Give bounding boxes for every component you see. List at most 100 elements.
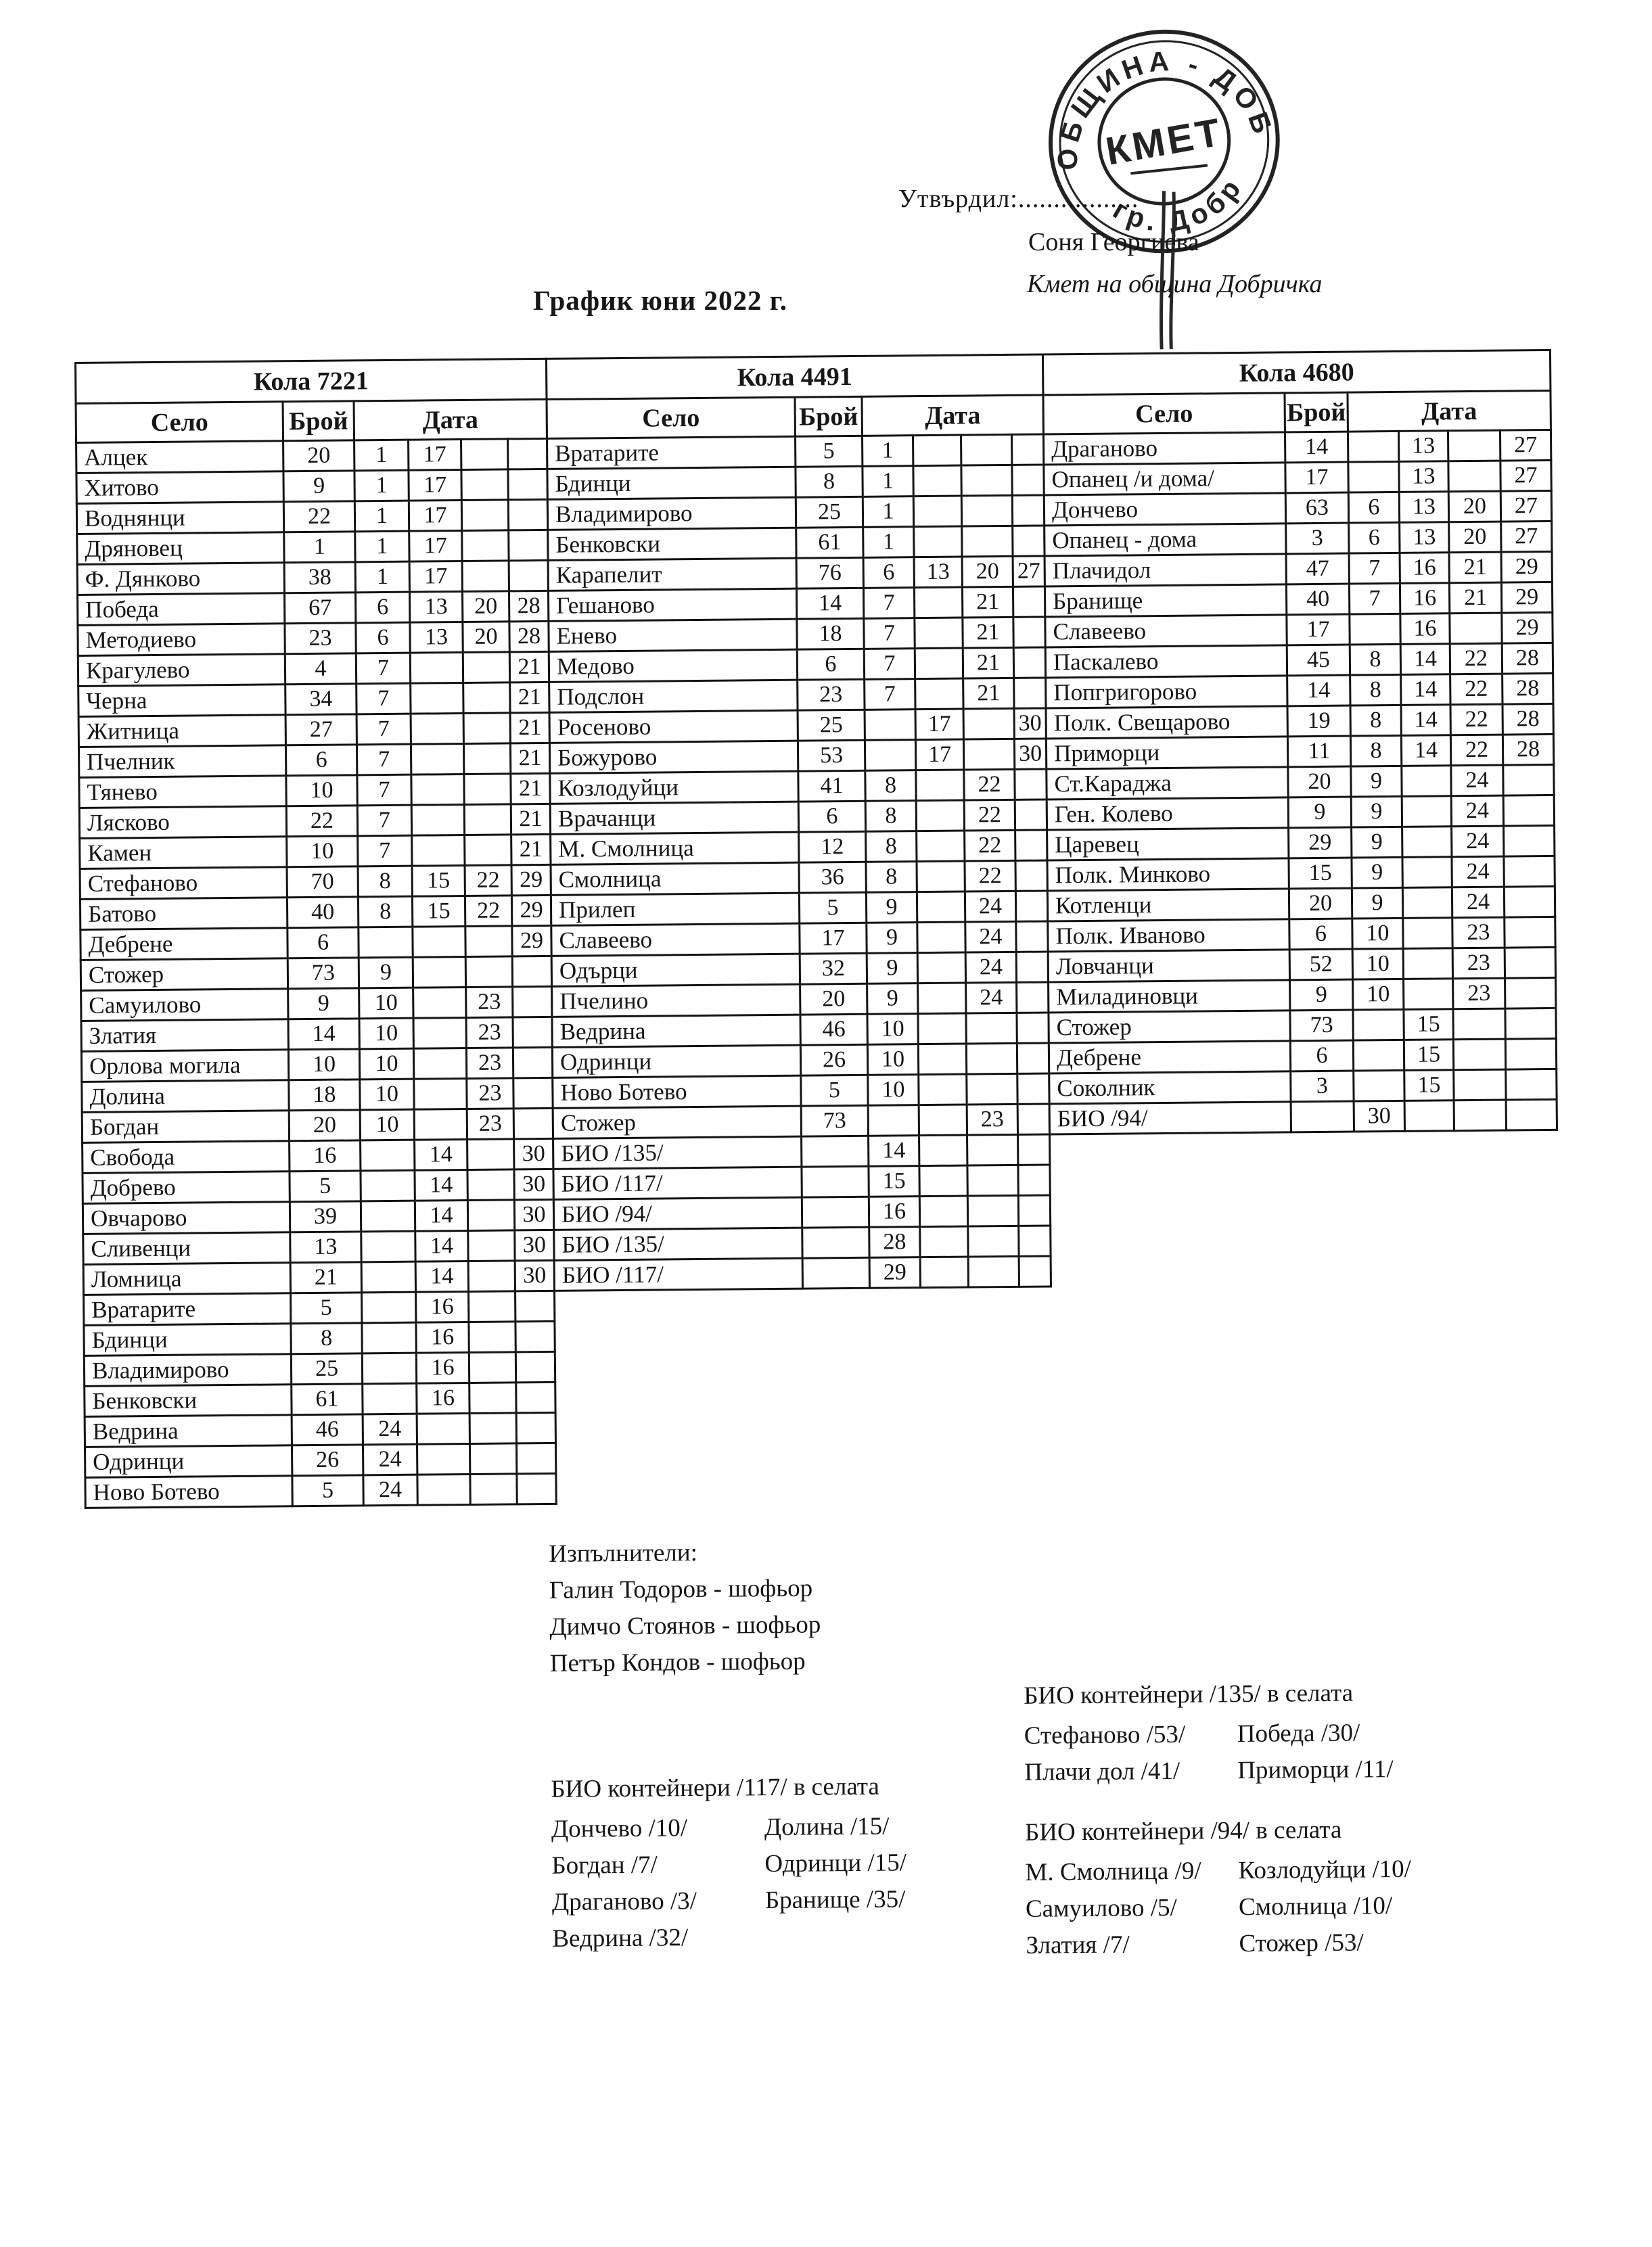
- count-cell: 9: [1290, 979, 1353, 1011]
- date-cell: 7: [864, 649, 915, 680]
- date-cell: 22: [1450, 704, 1502, 735]
- village-cell: Прилеп: [551, 893, 799, 925]
- table-title: Кола 7221: [76, 358, 547, 403]
- date-cell: 6: [356, 622, 410, 653]
- date-cell: [516, 1412, 555, 1443]
- count-cell: 20: [283, 440, 354, 471]
- village-cell: Бенковски: [548, 528, 796, 560]
- date-cell: 28: [509, 621, 549, 652]
- bio-village-right: Бранище /35/: [765, 1884, 906, 1922]
- count-cell: 20: [800, 983, 867, 1015]
- date-cell: 28: [1502, 734, 1553, 765]
- village-cell: Паскалево: [1045, 645, 1287, 678]
- count-cell: 8: [796, 466, 863, 497]
- date-cell: [508, 499, 547, 530]
- village-cell: Ведрина: [552, 1015, 800, 1047]
- date-cell: 29: [512, 925, 551, 956]
- date-cell: [361, 1170, 415, 1201]
- date-cell: [917, 891, 965, 923]
- bio-note-line: М. Смолница /9/Козлодуйци /10/: [1025, 1855, 1411, 1895]
- date-cell: [362, 1322, 416, 1353]
- date-cell: [966, 1013, 1017, 1044]
- bio-village-right: Одринци /15/: [764, 1848, 907, 1886]
- village-cell: Полк. Свещарово: [1046, 706, 1287, 739]
- date-cell: 22: [965, 860, 1015, 891]
- executor-name: Петър Кондов - шофьор: [550, 1646, 821, 1685]
- date-cell: 6: [1348, 492, 1399, 523]
- date-cell: 20: [1448, 491, 1500, 522]
- village-cell: Стожер: [81, 958, 288, 991]
- date-cell: 20: [463, 622, 509, 653]
- date-cell: [468, 1261, 515, 1292]
- date-cell: 15: [412, 896, 465, 927]
- count-cell: 45: [1287, 645, 1350, 676]
- count-cell: 3: [1286, 523, 1349, 554]
- date-cell: 23: [467, 1078, 513, 1109]
- date-cell: [1018, 1195, 1050, 1226]
- date-cell: [516, 1443, 555, 1474]
- date-cell: [917, 861, 965, 892]
- table-row: БИО /94/30: [1049, 1099, 1557, 1134]
- bio-note-title: БИО контейнери /94/ в селата: [1025, 1815, 1411, 1847]
- date-cell: [467, 1139, 514, 1170]
- date-cell: [1013, 586, 1045, 617]
- date-cell: 29: [1501, 551, 1552, 582]
- date-cell: [961, 495, 1012, 526]
- date-cell: [469, 1352, 515, 1383]
- count-cell: 14: [1287, 675, 1350, 706]
- count-cell: 34: [285, 684, 357, 715]
- date-cell: [465, 835, 511, 866]
- count-cell: 5: [291, 1293, 362, 1324]
- village-cell: Ново Ботево: [553, 1075, 801, 1108]
- date-cell: 22: [1450, 643, 1502, 674]
- date-cell: [913, 496, 961, 527]
- col-header-date: Дата: [354, 399, 547, 440]
- bio-note-line: Ведрина /32/: [552, 1921, 907, 1961]
- date-cell: [967, 1073, 1017, 1105]
- date-cell: [1448, 430, 1500, 461]
- date-cell: [1019, 1226, 1051, 1256]
- bio-village-right: Козлодуйци /10/: [1238, 1855, 1411, 1893]
- date-cell: 9: [867, 923, 917, 954]
- date-cell: 15: [1404, 1009, 1453, 1040]
- date-cell: 28: [1502, 643, 1553, 674]
- date-cell: [1017, 1013, 1049, 1043]
- date-cell: 6: [355, 592, 409, 623]
- count-cell: 6: [1290, 1040, 1353, 1071]
- village-cell: Соколник: [1049, 1071, 1291, 1104]
- date-cell: [1404, 979, 1453, 1010]
- bio-note-line: Богдан /7/Одринци /15/: [551, 1848, 907, 1888]
- date-cell: 27: [1013, 556, 1045, 586]
- count-cell: 5: [292, 1475, 363, 1506]
- date-cell: [916, 770, 964, 801]
- count-cell: 6: [797, 649, 864, 680]
- village-cell: БИО /117/: [554, 1258, 802, 1291]
- bio-note-line: Стефаново /53/Победа /30/: [1024, 1718, 1394, 1758]
- date-cell: 21: [1449, 552, 1501, 583]
- date-cell: 1: [863, 496, 913, 528]
- count-cell: 73: [1290, 1010, 1353, 1041]
- count-cell: 22: [283, 501, 354, 532]
- count-cell: 39: [290, 1201, 361, 1232]
- col-header-village: Село: [1043, 393, 1285, 434]
- date-cell: 17: [915, 709, 963, 740]
- executor-name: Галин Тодоров - шофьор: [549, 1573, 821, 1612]
- count-cell: 61: [292, 1384, 363, 1415]
- date-cell: 21: [963, 678, 1014, 709]
- date-cell: 10: [1352, 918, 1403, 949]
- date-cell: [1506, 1069, 1557, 1100]
- col-header-date: Дата: [1348, 390, 1551, 432]
- date-cell: 7: [863, 588, 914, 619]
- count-cell: 9: [288, 988, 359, 1019]
- date-cell: 16: [1400, 583, 1449, 614]
- bio-note-title: БИО контейнери /135/ в селата: [1024, 1678, 1393, 1711]
- village-cell: Бранище: [1045, 584, 1286, 617]
- bio-village-left: М. Смолница /9/: [1025, 1856, 1238, 1895]
- date-cell: [411, 804, 464, 835]
